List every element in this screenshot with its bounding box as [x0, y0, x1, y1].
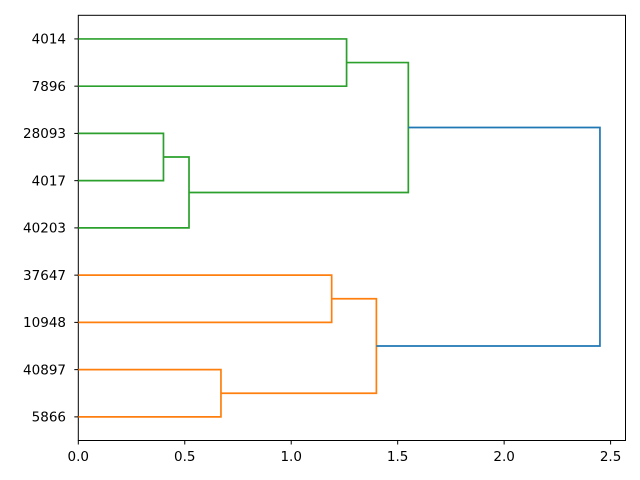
- dendrogram-link: [78, 38, 348, 88]
- y-axis-leaf-label: 7896: [32, 79, 66, 95]
- x-tick-label: 0.0: [68, 449, 89, 465]
- y-axis-leaf-label: 4017: [32, 173, 66, 189]
- dendrogram-link: [376, 126, 601, 347]
- dendrogram-link: [189, 61, 410, 194]
- x-tick-label: 1.5: [387, 449, 408, 465]
- y-axis-leaf-label: 40897: [23, 362, 66, 378]
- y-axis-leaf-label: 28093: [23, 126, 66, 142]
- dendrogram-link: [78, 368, 222, 418]
- x-tick-label: 1.0: [280, 449, 301, 465]
- y-axis-leaf-label: 40203: [23, 221, 66, 237]
- dendrogram-link: [78, 132, 165, 182]
- x-tick-label: 2.0: [493, 449, 514, 465]
- y-axis-leaf-label: 10948: [23, 315, 66, 331]
- x-tick-label: 2.5: [600, 449, 621, 465]
- x-tick-label: 0.5: [174, 449, 195, 465]
- y-axis-leaf-label: 4014: [32, 32, 66, 48]
- y-axis-leaf-label: 5866: [32, 410, 66, 426]
- y-axis-leaf-label: 37647: [23, 268, 66, 284]
